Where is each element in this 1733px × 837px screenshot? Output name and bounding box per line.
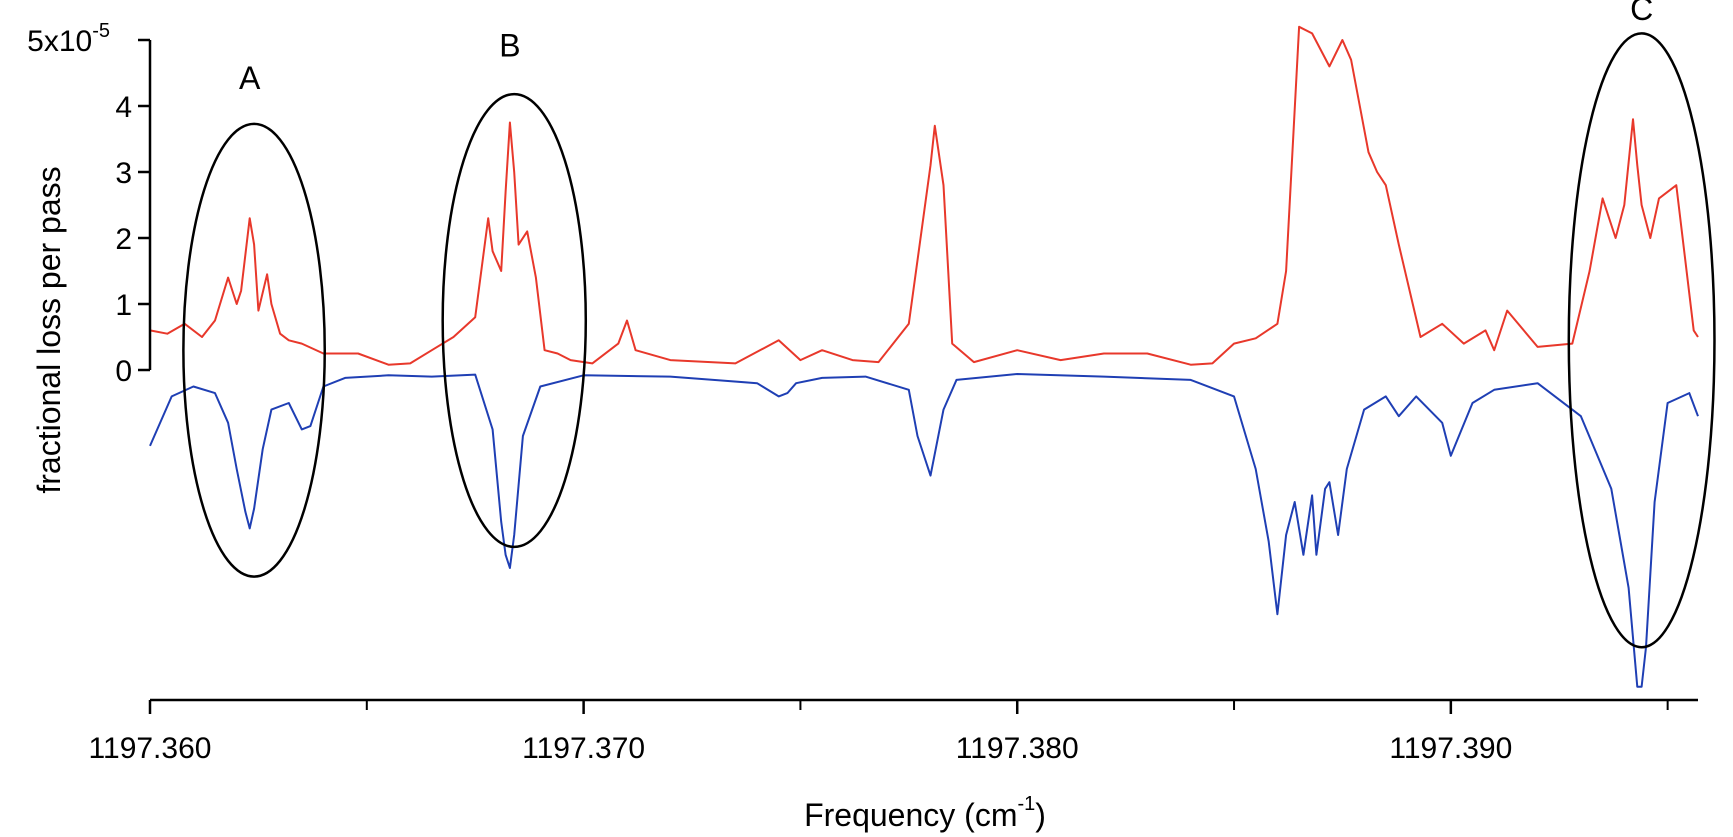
annotation-label-b: B bbox=[499, 28, 520, 64]
ticks-layer: 1197.360 1197.370 1197.380 1197.390 0 1 2 3 45x1… bbox=[27, 20, 1669, 765]
x-axis-label-tail: ) bbox=[1035, 797, 1046, 833]
x-axis-label: Frequency (cm-1) bbox=[804, 793, 1046, 833]
y-tick-label: 1 bbox=[115, 289, 132, 322]
annotation-label-a: A bbox=[239, 60, 261, 96]
y-top-tick-sup: -5 bbox=[92, 20, 110, 42]
annotation-ellipse-a bbox=[182, 122, 326, 578]
annotation-label-c: C bbox=[1630, 0, 1653, 27]
y-tick-label: 2 bbox=[115, 223, 132, 256]
x-tick-label: 1197.390 bbox=[1389, 732, 1512, 765]
x-tick-label: 1197.360 bbox=[89, 732, 212, 765]
x-axis-label-sup: -1 bbox=[1017, 793, 1035, 815]
x-tick-label: 1197.370 bbox=[522, 732, 645, 765]
y-tick-label: 3 bbox=[115, 157, 132, 190]
y-tick-label: 0 bbox=[115, 355, 132, 388]
x-axis-label-main: Frequency (cm bbox=[804, 797, 1017, 833]
series-line-2 bbox=[149, 373, 1699, 688]
y-tick-label: 4 bbox=[115, 91, 132, 124]
y-axis-label: fractional loss per pass bbox=[31, 166, 67, 493]
annotation-ellipse-b bbox=[441, 92, 588, 549]
annotation-ellipse-c bbox=[1567, 32, 1716, 649]
axes-layer bbox=[148, 40, 1698, 702]
series-layer bbox=[149, 25, 1699, 688]
annotation-layer: A B C bbox=[182, 0, 1716, 649]
x-tick-label: 1197.380 bbox=[956, 732, 1079, 765]
series-line-1 bbox=[149, 25, 1699, 366]
y-tick-label: 5x10-5 bbox=[27, 20, 110, 58]
